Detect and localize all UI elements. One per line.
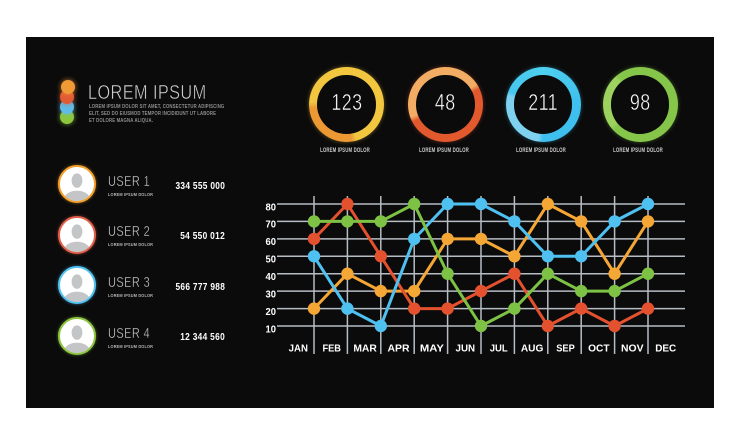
svg-text:10: 10 (266, 324, 277, 335)
svg-text:40: 40 (266, 272, 277, 283)
svg-text:DEC: DEC (655, 343, 676, 355)
svg-text:JAN: JAN (289, 343, 308, 355)
svg-text:MAR: MAR (353, 343, 377, 355)
svg-text:20: 20 (266, 307, 277, 318)
svg-text:OCT: OCT (588, 343, 610, 355)
svg-text:80: 80 (266, 202, 277, 213)
svg-text:MAY: MAY (420, 343, 444, 355)
svg-text:JUN: JUN (456, 343, 476, 355)
svg-text:50: 50 (266, 255, 277, 266)
svg-text:APR: APR (388, 343, 410, 355)
svg-text:70: 70 (266, 220, 277, 231)
svg-text:30: 30 (266, 289, 277, 300)
svg-text:60: 60 (266, 237, 277, 248)
svg-text:AUG: AUG (521, 343, 544, 355)
svg-text:NOV: NOV (621, 343, 644, 355)
svg-text:JUL: JUL (490, 343, 509, 355)
svg-text:FEB: FEB (322, 343, 341, 355)
svg-text:SEP: SEP (556, 343, 575, 355)
